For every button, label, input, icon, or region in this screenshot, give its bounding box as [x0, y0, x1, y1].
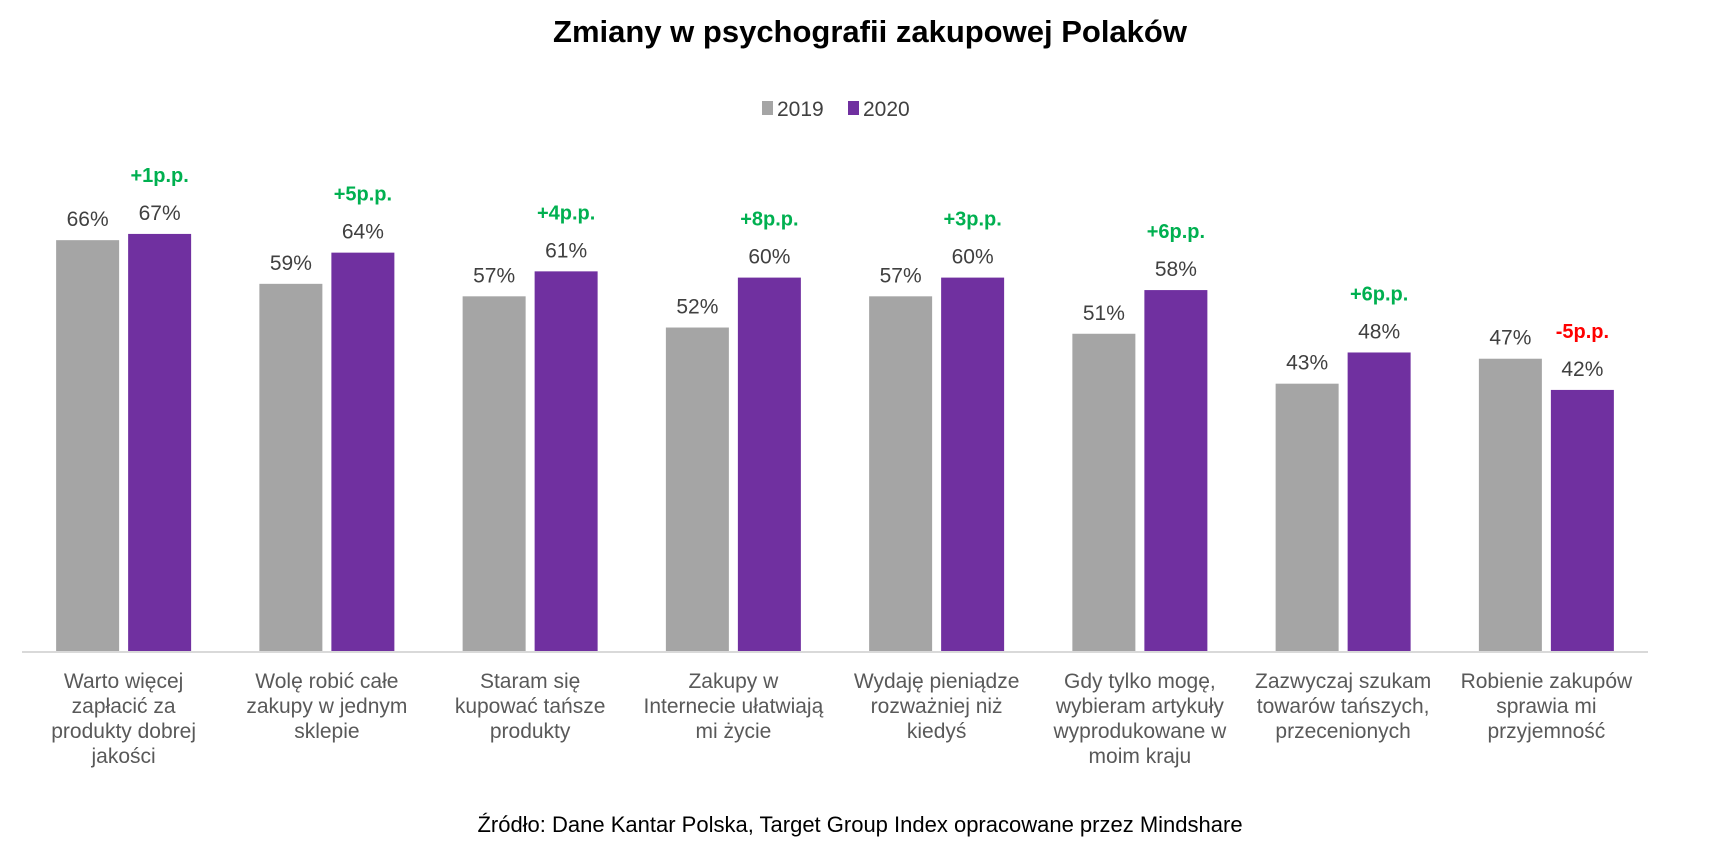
x-tick-label-5: moim kraju	[1089, 745, 1192, 768]
bar-2020-2	[534, 271, 598, 652]
x-tick-label-1: sklepie	[294, 720, 359, 743]
x-tick-label-1: Wolę robić całe	[255, 670, 398, 693]
bar-2019-4	[869, 296, 933, 652]
data-label-2020-5: 58%	[1155, 258, 1197, 281]
x-tick-label-0: zapłacić za	[72, 695, 176, 718]
bar-2020-5	[1144, 290, 1208, 652]
x-tick-label-7: sprawia mi	[1496, 695, 1596, 718]
bar-2020-0	[128, 233, 192, 653]
x-tick-label-5: wybieram artykuły	[1055, 695, 1225, 718]
bar-2019-2	[462, 296, 526, 652]
bar-2020-3	[737, 277, 801, 652]
bar-2020-7	[1550, 389, 1614, 652]
x-tick-label-7: Robienie zakupów	[1461, 670, 1633, 693]
data-label-2019-2: 57%	[473, 264, 515, 287]
x-tick-label-4: kiedyś	[907, 720, 967, 743]
x-tick-label-6: towarów tańszych,	[1257, 695, 1430, 718]
data-label-2020-1: 64%	[342, 221, 384, 244]
bar-2020-1	[331, 252, 395, 652]
x-tick-label-2: produkty	[490, 720, 571, 743]
change-annotation-0: +1p.p.	[130, 165, 188, 187]
x-tick-label-6: przecenionych	[1275, 720, 1410, 743]
bar-2019-0	[56, 240, 120, 652]
data-label-2020-3: 60%	[748, 246, 790, 269]
data-label-2019-7: 47%	[1489, 327, 1531, 350]
change-annotation-5: +6p.p.	[1147, 221, 1205, 243]
change-annotation-1: +5p.p.	[334, 184, 392, 206]
x-tick-label-4: rozważniej niż	[871, 695, 1003, 718]
change-annotation-2: +4p.p.	[537, 202, 595, 224]
data-label-2020-6: 48%	[1358, 320, 1400, 343]
x-tick-label-3: Internecie ułatwiają	[643, 695, 823, 718]
data-label-2020-4: 60%	[952, 246, 994, 269]
data-label-2019-6: 43%	[1286, 352, 1328, 375]
bar-2020-6	[1347, 352, 1411, 652]
x-tick-label-1: zakupy w jednym	[246, 695, 407, 718]
x-tick-label-3: mi życie	[695, 720, 771, 743]
x-tick-label-3: Zakupy w	[688, 670, 779, 693]
bar-2019-3	[665, 327, 729, 652]
change-annotation-4: +3p.p.	[943, 209, 1001, 231]
legend: 2019 2020	[762, 98, 910, 121]
bar-2019-5	[1072, 333, 1136, 652]
x-tick-label-7: przyjemność	[1487, 720, 1605, 743]
data-label-2020-2: 61%	[545, 239, 587, 262]
change-annotation-6: +6p.p.	[1350, 283, 1408, 305]
chart-title: Zmiany w psychografii zakupowej Polaków	[553, 14, 1188, 49]
change-annotation-3: +8p.p.	[740, 209, 798, 231]
x-tick-label-0: produkty dobrej	[51, 720, 196, 743]
x-tick-label-0: jakości	[91, 745, 156, 768]
x-tick-label-5: wyprodukowane w	[1052, 720, 1227, 743]
x-tick-label-2: kupować tańsze	[455, 695, 606, 718]
data-label-2019-0: 66%	[67, 208, 109, 231]
x-tick-label-6: Zazwyczaj szukam	[1255, 670, 1431, 693]
legend-label-2019: 2019	[777, 98, 824, 121]
data-label-2019-5: 51%	[1083, 302, 1125, 325]
bar-2019-1	[259, 283, 323, 652]
change-annotation-7: -5p.p.	[1556, 321, 1609, 343]
data-label-2019-3: 52%	[676, 296, 718, 319]
bar-2019-7	[1478, 358, 1542, 652]
x-tick-label-5: Gdy tylko mogę,	[1064, 670, 1216, 693]
x-tick-label-0: Warto więcej	[64, 670, 183, 693]
bars: 66% 67% +1p.p. 59% 64% +5p.p. 57% 61% +4p.p. 52% 6…	[56, 165, 1614, 653]
source-note: Źródło: Dane Kantar Polska, Target Group…	[477, 812, 1242, 837]
x-tick-label-4: Wydaję pieniądze	[854, 670, 1020, 693]
legend-swatch-2019	[762, 101, 773, 115]
x-tick-label-2: Staram się	[480, 670, 580, 693]
bar-2020-4	[941, 277, 1005, 652]
data-label-2020-0: 67%	[139, 202, 181, 225]
data-label-2019-4: 57%	[880, 264, 922, 287]
legend-swatch-2020	[848, 101, 859, 115]
data-label-2019-1: 59%	[270, 252, 312, 275]
bar-2019-6	[1275, 383, 1339, 652]
legend-label-2020: 2020	[863, 98, 910, 121]
data-label-2020-7: 42%	[1561, 358, 1603, 381]
